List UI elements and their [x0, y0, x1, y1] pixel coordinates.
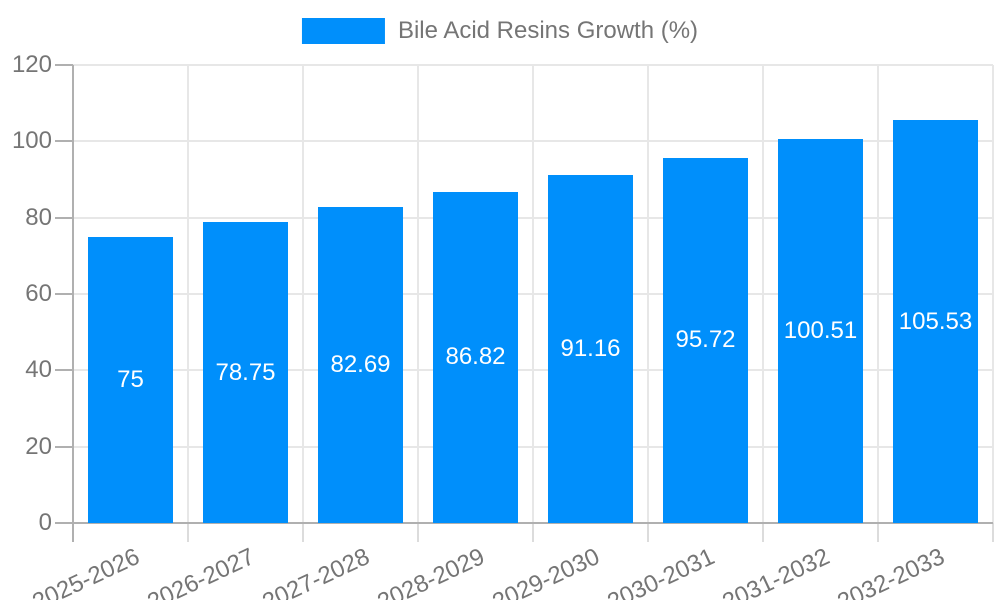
bar [548, 175, 633, 523]
y-tick [55, 64, 73, 66]
x-tick [992, 523, 994, 542]
bar-value-label: 100.51 [783, 317, 858, 345]
bar [663, 157, 748, 523]
v-gridline [302, 65, 304, 523]
v-gridline [647, 65, 649, 523]
v-gridline [417, 65, 419, 523]
bar-value-label: 78.75 [215, 358, 276, 386]
bar [433, 191, 518, 523]
y-tick-label: 20 [25, 432, 52, 460]
y-tick [55, 293, 73, 295]
x-category-label: 2031-2032 [718, 543, 834, 600]
x-axis-line [73, 522, 993, 524]
y-tick-label: 100 [11, 127, 52, 155]
legend[interactable]: Bile Acid Resins Growth (%) [301, 17, 699, 44]
bar-value-label: 86.82 [445, 343, 506, 371]
x-category-label: 2028-2029 [373, 543, 489, 600]
v-gridline [532, 65, 534, 523]
bar [778, 139, 863, 523]
x-tick [187, 523, 189, 542]
y-tick-label: 60 [25, 280, 52, 307]
x-tick [417, 523, 419, 542]
x-tick [302, 523, 304, 542]
x-category-label: 2030-2031 [603, 543, 719, 600]
bar [203, 222, 288, 523]
x-tick [877, 523, 879, 542]
y-axis-line [72, 65, 74, 542]
x-category-label: 2032-2033 [833, 543, 949, 600]
y-tick [55, 369, 73, 372]
x-category-label: 2027-2028 [258, 543, 374, 600]
bar-value-label: 75 [117, 365, 144, 393]
bar-value-label: 95.72 [675, 326, 736, 354]
bar [893, 120, 978, 523]
x-category-label: 2026-2027 [143, 543, 259, 600]
y-tick-label: 120 [11, 51, 52, 78]
y-tick-label: 0 [38, 509, 52, 536]
x-category-label: 2029-2030 [488, 543, 604, 600]
x-tick [532, 523, 534, 542]
v-gridline [992, 65, 994, 523]
y-tick-label: 80 [25, 203, 52, 231]
y-tick [55, 522, 73, 524]
legend-label: Bile Acid Resins Growth (%) [397, 17, 699, 44]
legend-swatch-icon [301, 18, 385, 44]
v-gridline [762, 65, 764, 523]
bar-value-label: 91.16 [560, 335, 621, 363]
v-gridline [187, 65, 189, 523]
v-gridline [877, 65, 879, 523]
x-tick [762, 523, 764, 542]
y-tick [55, 445, 73, 448]
bar [88, 236, 173, 523]
bar-value-label: 82.69 [330, 351, 391, 379]
x-tick [647, 523, 649, 542]
y-tick [55, 216, 73, 219]
y-tick-label: 40 [25, 356, 52, 384]
bar-value-label: 105.53 [898, 307, 973, 335]
bar [318, 207, 403, 523]
y-tick [55, 140, 73, 143]
x-category-label: 2025-2026 [28, 543, 144, 600]
